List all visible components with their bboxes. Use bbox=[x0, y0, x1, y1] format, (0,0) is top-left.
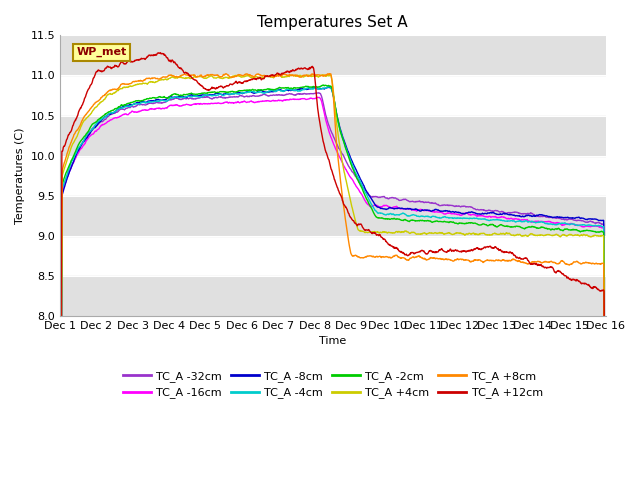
TC_A -8cm bbox=[299, 86, 307, 92]
TC_A -32cm bbox=[287, 91, 295, 97]
Text: WP_met: WP_met bbox=[76, 47, 127, 57]
TC_A -8cm bbox=[367, 195, 374, 201]
TC_A -4cm bbox=[287, 87, 295, 93]
TC_A +4cm bbox=[120, 84, 128, 90]
TC_A -16cm bbox=[367, 204, 374, 210]
TC_A -2cm bbox=[99, 114, 106, 120]
TC_A -4cm bbox=[120, 104, 128, 110]
TC_A +8cm bbox=[120, 81, 128, 87]
Line: TC_A -8cm: TC_A -8cm bbox=[60, 87, 605, 480]
Title: Temperatures Set A: Temperatures Set A bbox=[257, 15, 408, 30]
TC_A +4cm bbox=[367, 229, 374, 235]
TC_A +4cm bbox=[288, 72, 296, 78]
TC_A +8cm bbox=[367, 253, 374, 259]
TC_A -2cm bbox=[308, 84, 316, 90]
TC_A -2cm bbox=[319, 82, 327, 88]
TC_A -4cm bbox=[299, 87, 307, 93]
Bar bbox=[60, 276, 605, 316]
Line: TC_A +4cm: TC_A +4cm bbox=[60, 74, 605, 480]
X-axis label: Time: Time bbox=[319, 336, 346, 347]
Line: TC_A +8cm: TC_A +8cm bbox=[60, 74, 605, 480]
TC_A -32cm bbox=[299, 91, 307, 97]
TC_A -32cm bbox=[120, 107, 128, 113]
TC_A +4cm bbox=[99, 98, 106, 104]
Bar bbox=[60, 196, 605, 236]
TC_A -32cm bbox=[315, 90, 323, 96]
Bar bbox=[60, 116, 605, 156]
Legend: TC_A -32cm, TC_A -16cm, TC_A -8cm, TC_A -4cm, TC_A -2cm, TC_A +4cm, TC_A +8cm, T: TC_A -32cm, TC_A -16cm, TC_A -8cm, TC_A … bbox=[118, 367, 547, 403]
TC_A -2cm bbox=[299, 84, 307, 90]
TC_A +4cm bbox=[309, 73, 317, 79]
TC_A -2cm bbox=[367, 204, 374, 210]
TC_A -16cm bbox=[313, 95, 321, 100]
Y-axis label: Temperatures (C): Temperatures (C) bbox=[15, 128, 25, 224]
TC_A +12cm bbox=[120, 61, 128, 67]
TC_A +12cm bbox=[309, 65, 317, 71]
TC_A +12cm bbox=[157, 50, 164, 56]
TC_A -8cm bbox=[120, 104, 128, 109]
TC_A -16cm bbox=[308, 96, 316, 102]
TC_A +8cm bbox=[99, 94, 106, 99]
Line: TC_A -4cm: TC_A -4cm bbox=[60, 87, 605, 480]
TC_A +12cm bbox=[300, 66, 307, 72]
TC_A -4cm bbox=[99, 116, 106, 121]
TC_A -2cm bbox=[287, 85, 295, 91]
TC_A -32cm bbox=[99, 119, 106, 125]
TC_A -16cm bbox=[287, 96, 295, 102]
TC_A -4cm bbox=[367, 200, 374, 206]
TC_A -8cm bbox=[324, 84, 332, 90]
Line: TC_A +12cm: TC_A +12cm bbox=[60, 53, 605, 480]
TC_A +4cm bbox=[274, 72, 282, 77]
TC_A +4cm bbox=[300, 74, 307, 80]
TC_A -2cm bbox=[120, 102, 128, 108]
Line: TC_A -32cm: TC_A -32cm bbox=[60, 93, 605, 480]
TC_A -32cm bbox=[367, 194, 374, 200]
TC_A +8cm bbox=[300, 72, 307, 78]
TC_A -16cm bbox=[299, 96, 307, 102]
Line: TC_A -16cm: TC_A -16cm bbox=[60, 97, 605, 480]
TC_A +12cm bbox=[367, 229, 374, 235]
Bar bbox=[60, 36, 605, 75]
TC_A -16cm bbox=[120, 111, 128, 117]
TC_A -8cm bbox=[308, 85, 316, 91]
TC_A +8cm bbox=[288, 72, 296, 78]
TC_A +8cm bbox=[222, 71, 230, 77]
TC_A -8cm bbox=[287, 87, 295, 93]
Line: TC_A -2cm: TC_A -2cm bbox=[60, 85, 605, 480]
TC_A +12cm bbox=[99, 69, 106, 74]
TC_A -4cm bbox=[326, 84, 333, 90]
TC_A -32cm bbox=[308, 91, 316, 96]
TC_A +12cm bbox=[288, 68, 296, 73]
TC_A +8cm bbox=[309, 72, 317, 78]
TC_A -4cm bbox=[308, 86, 316, 92]
TC_A -8cm bbox=[99, 116, 106, 122]
TC_A -16cm bbox=[99, 122, 106, 128]
